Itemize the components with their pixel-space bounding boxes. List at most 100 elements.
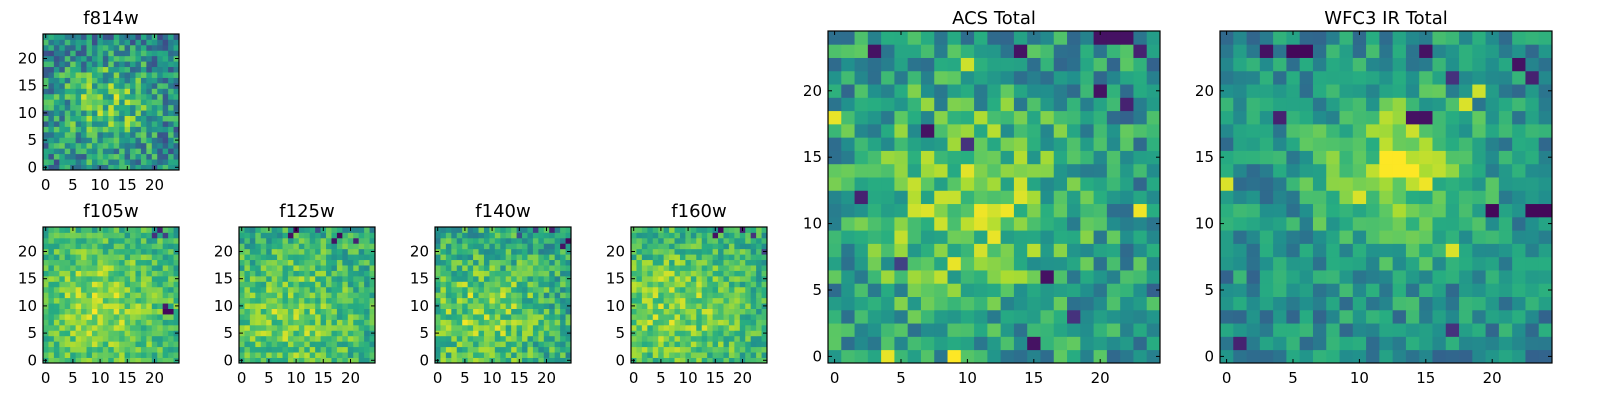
heatmap-cell [894, 230, 909, 244]
heatmap-cell [1067, 283, 1081, 297]
heatmap-cell [1485, 137, 1500, 151]
heatmap-cell [750, 281, 757, 288]
heatmap-cell [511, 227, 517, 233]
heatmap-cell [473, 259, 479, 266]
heatmap-cell [81, 121, 87, 127]
heatmap-cell [249, 265, 256, 271]
heatmap-cell [1445, 123, 1460, 138]
heatmap-cell [1080, 44, 1094, 58]
heatmap-cell [97, 232, 104, 239]
heatmap-cell [59, 308, 66, 315]
heatmap-cell [119, 88, 125, 95]
heatmap-cell [679, 259, 686, 266]
heatmap-cell [761, 254, 768, 261]
heatmap-cell [266, 259, 273, 266]
heatmap-cell [59, 297, 66, 304]
heatmap-cell [97, 259, 104, 266]
heatmap-cell [1366, 177, 1380, 191]
heatmap-cell [1326, 177, 1340, 191]
heatmap-cell [255, 324, 262, 331]
heatmap-cell [841, 163, 855, 178]
heatmap-cell [75, 314, 82, 320]
heatmap-cell [43, 232, 49, 239]
heatmap-cell [108, 314, 115, 320]
heatmap-cell [81, 346, 87, 353]
y-axis-ticks: 0 5 10 15 20 [606, 243, 625, 370]
heatmap-cell [173, 153, 180, 160]
heatmap-cell [543, 275, 550, 282]
heatmap-cell [690, 286, 697, 293]
heatmap-cell [157, 61, 164, 68]
heatmap-cell [641, 303, 648, 309]
heatmap-cell [168, 104, 174, 111]
heatmap-cell [451, 281, 458, 288]
heatmap-cell [168, 99, 174, 106]
heatmap-cell [124, 335, 131, 342]
x-tick-label: 15 [118, 369, 137, 387]
heatmap-cell [151, 335, 158, 342]
heatmap-cell [462, 303, 469, 309]
heatmap-cell [75, 303, 82, 309]
heatmap-cell [527, 286, 534, 293]
heatmap-cell [1133, 309, 1148, 324]
heatmap-cell [505, 265, 512, 271]
heatmap-cell [140, 55, 147, 62]
heatmap-cell [1000, 123, 1015, 138]
heatmap-cell [511, 292, 517, 299]
heatmap-cell [1498, 256, 1513, 271]
heatmap-cell [70, 237, 77, 244]
heatmap-cell [151, 142, 158, 149]
heatmap-cell [1106, 123, 1121, 138]
heatmap-cell [1445, 349, 1460, 364]
heatmap-cell [1259, 150, 1274, 165]
heatmap-cell [1445, 243, 1460, 258]
heatmap-cell [70, 352, 77, 358]
heatmap-cell [522, 314, 528, 320]
heatmap-cell [828, 190, 842, 205]
heatmap-cell [750, 341, 757, 348]
heatmap-cell [1498, 163, 1513, 178]
heatmap-cell [266, 297, 273, 304]
heatmap-cell [565, 232, 572, 239]
heatmap-cell [173, 308, 180, 315]
heatmap-cell [974, 123, 988, 138]
heatmap-cell [511, 341, 517, 348]
heatmap-cell [745, 254, 752, 261]
heatmap-cell [81, 248, 87, 255]
heatmap-cell [353, 303, 360, 309]
heatmap-cell [712, 259, 719, 266]
heatmap-cell [712, 341, 719, 348]
heatmap-cell [1405, 44, 1420, 58]
heatmap-cell [97, 142, 104, 149]
heatmap-cell [64, 286, 71, 293]
heatmap-cell [81, 281, 87, 288]
heatmap-cell [1220, 216, 1234, 231]
heatmap-cell [867, 190, 882, 205]
heatmap-cell [522, 286, 528, 293]
heatmap-cell [756, 330, 762, 337]
y-tick-label: 20 [214, 243, 233, 261]
heatmap-cell [934, 190, 948, 205]
heatmap-cell [1259, 349, 1274, 364]
heatmap-cell [1445, 270, 1460, 284]
heatmap-cell [108, 335, 115, 342]
heatmap-cell [249, 308, 256, 315]
heatmap-cell [663, 357, 670, 364]
heatmap-cell [745, 259, 752, 266]
heatmap-cell [1067, 110, 1081, 125]
heatmap-cell [652, 243, 659, 250]
heatmap-cell [168, 153, 174, 160]
heatmap-cell [75, 227, 82, 233]
heatmap-cell [538, 335, 545, 342]
heatmap-cell [108, 275, 115, 282]
heatmap-cell [1485, 163, 1500, 178]
heatmap-cell [881, 296, 895, 311]
heatmap-cell [364, 341, 370, 348]
y-tick-label: 20 [803, 82, 822, 100]
heatmap-cell [1233, 84, 1247, 98]
heatmap-cell [538, 352, 545, 358]
heatmap-cell [1067, 177, 1081, 191]
heatmap-cell [320, 314, 327, 320]
heatmap-cell [336, 237, 343, 244]
heatmap-cell [1080, 123, 1094, 138]
